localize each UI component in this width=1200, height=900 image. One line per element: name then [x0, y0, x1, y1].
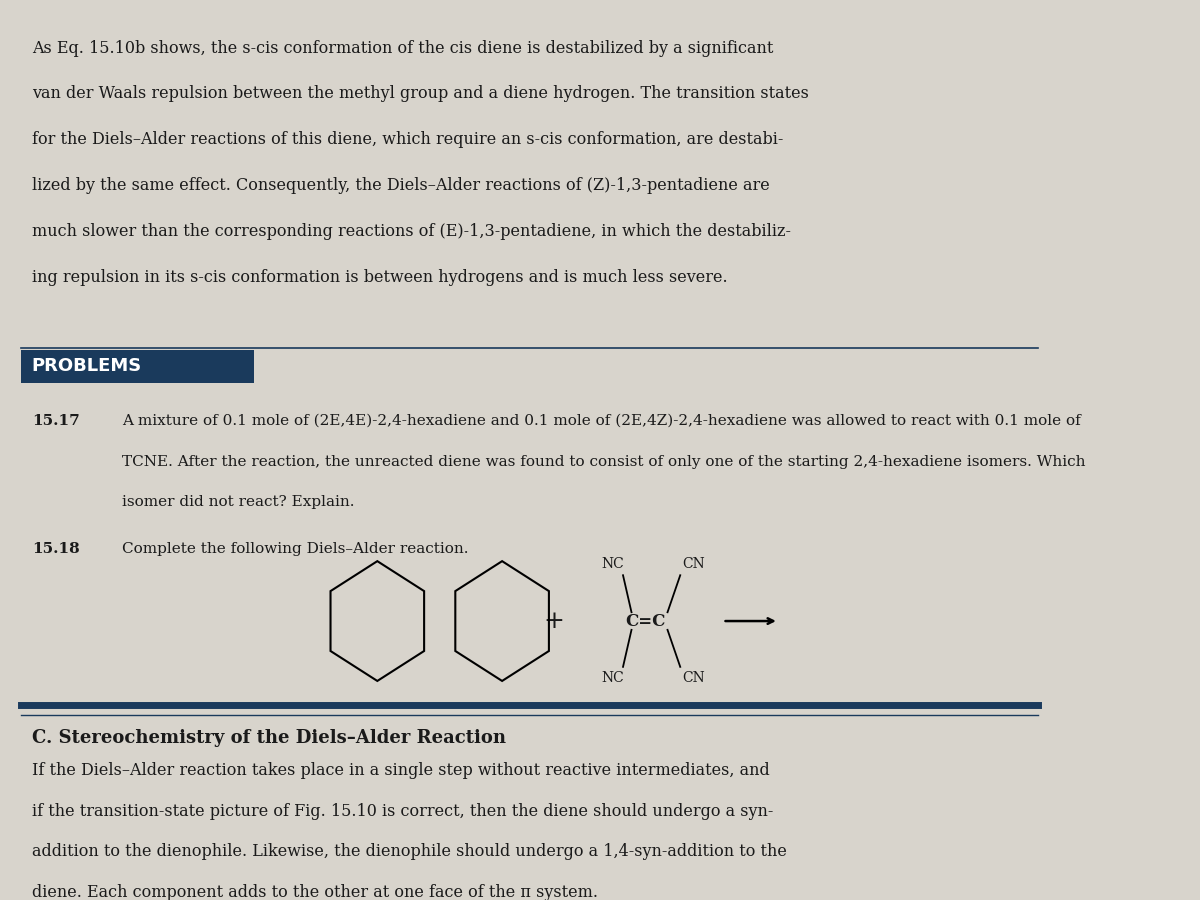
Text: C. Stereochemistry of the Diels–Alder Reaction: C. Stereochemistry of the Diels–Alder Re… [31, 729, 505, 747]
Text: ing repulsion in its s-cis conformation is between hydrogens and is much less se: ing repulsion in its s-cis conformation … [31, 269, 727, 285]
Text: A mixture of 0.1 mole of (2E,4E)-2,4-hexadiene and 0.1 mole of (2E,4Z)-2,4-hexad: A mixture of 0.1 mole of (2E,4E)-2,4-hex… [122, 414, 1080, 428]
Text: addition to the dienophile. Likewise, the dienophile should undergo a 1,4-syn-ad: addition to the dienophile. Likewise, th… [31, 843, 787, 860]
Text: NC: NC [601, 671, 624, 685]
Text: 15.18: 15.18 [31, 542, 79, 556]
Text: PROBLEMS: PROBLEMS [31, 357, 142, 375]
Text: 15.17: 15.17 [31, 414, 79, 428]
Text: CN: CN [683, 671, 706, 685]
Text: for the Diels–Alder reactions of this diene, which require an s-cis conformation: for the Diels–Alder reactions of this di… [31, 131, 784, 149]
Text: CN: CN [683, 557, 706, 571]
Text: much slower than the corresponding reactions of (E)-1,3-pentadiene, in which the: much slower than the corresponding react… [31, 223, 791, 240]
Text: TCNE. After the reaction, the unreacted diene was found to consist of only one o: TCNE. After the reaction, the unreacted … [122, 454, 1085, 469]
Text: van der Waals repulsion between the methyl group and a diene hydrogen. The trans: van der Waals repulsion between the meth… [31, 86, 809, 103]
Text: C=C: C=C [625, 613, 666, 629]
Text: +: + [544, 609, 564, 633]
Text: diene. Each component adds to the other at one face of the π system.: diene. Each component adds to the other … [31, 884, 598, 900]
Text: Complete the following Diels–Alder reaction.: Complete the following Diels–Alder react… [122, 542, 468, 556]
Text: lized by the same effect. Consequently, the Diels–Alder reactions of (Z)-1,3-pen: lized by the same effect. Consequently, … [31, 177, 769, 194]
Text: if the transition-state picture of Fig. 15.10 is correct, then the diene should : if the transition-state picture of Fig. … [31, 803, 773, 820]
Text: NC: NC [601, 557, 624, 571]
Text: If the Diels–Alder reaction takes place in a single step without reactive interm: If the Diels–Alder reaction takes place … [31, 762, 769, 779]
Text: As Eq. 15.10b shows, the s-cis conformation of the cis diene is destabilized by : As Eq. 15.10b shows, the s-cis conformat… [31, 40, 773, 57]
Text: isomer did not react? Explain.: isomer did not react? Explain. [122, 495, 354, 509]
FancyBboxPatch shape [22, 350, 254, 383]
